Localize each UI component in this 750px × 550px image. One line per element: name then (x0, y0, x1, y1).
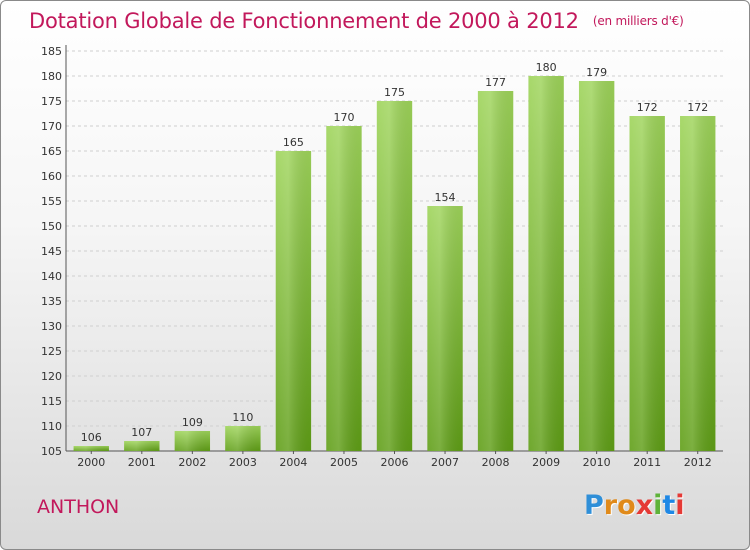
place-name: ANTHON (37, 496, 120, 518)
y-tick-label: 140 (41, 270, 62, 283)
y-tick-labels: 105 110 115 120 125 130 135 140 145 150 155 160 165 1… (41, 45, 62, 458)
chart-title: Dotation Globale de Fonctionnement de 20… (29, 9, 684, 33)
logo-letter: i (653, 490, 663, 521)
y-tick-label: 145 (41, 245, 62, 258)
x-tick-label: 2001 (128, 456, 156, 469)
logo-letter: o (617, 490, 636, 521)
data-label: 179 (586, 66, 607, 79)
x-tick-label: 2010 (583, 456, 611, 469)
data-label: 175 (384, 86, 405, 99)
x-tick-label: 2000 (77, 456, 105, 469)
title-text: Dotation Globale de Fonctionnement de 20… (29, 9, 579, 33)
y-tick-label: 115 (41, 395, 62, 408)
data-label: 106 (81, 431, 102, 444)
x-tick-label: 2011 (633, 456, 661, 469)
logo-letter: x (635, 490, 654, 521)
unit-label: (en milliers d'€) (592, 14, 684, 28)
data-label: 170 (333, 111, 354, 124)
y-tick-label: 110 (41, 420, 62, 433)
data-label: 154 (435, 191, 456, 204)
data-label: 172 (637, 101, 658, 114)
bar-shine-2007 (427, 206, 463, 451)
bar-shine-2003 (225, 426, 261, 451)
data-label: 107 (131, 426, 152, 439)
y-tick-label: 175 (41, 95, 62, 108)
bars (73, 76, 716, 451)
bar-shine-2009 (528, 76, 564, 451)
logo-letter: t (662, 490, 676, 521)
proxiti-logo: Proxiti (584, 490, 685, 521)
x-tick-label: 2002 (178, 456, 206, 469)
bar-shine-2001 (124, 441, 160, 451)
data-label: 110 (232, 411, 253, 424)
data-label: 109 (182, 416, 203, 429)
y-tick-label: 165 (41, 145, 62, 158)
bar-shine-2004 (275, 151, 312, 451)
y-tick-label: 160 (41, 170, 62, 183)
x-tick-label: 2006 (381, 456, 409, 469)
x-tick-label: 2003 (229, 456, 257, 469)
y-tick-label: 185 (41, 45, 62, 58)
x-tick-label: 2007 (431, 456, 459, 469)
logo-letter: P (584, 490, 604, 521)
y-tick-label: 120 (41, 370, 62, 383)
bar-shine-2000 (73, 446, 109, 451)
y-tick-label: 150 (41, 220, 62, 233)
y-tick-label: 135 (41, 295, 62, 308)
y-tick-label: 105 (41, 445, 62, 458)
y-tick-label: 180 (41, 70, 62, 83)
x-tick-label: 2005 (330, 456, 358, 469)
bar-shine-2012 (680, 116, 716, 451)
x-tick-label: 2008 (482, 456, 510, 469)
x-tick-labels: 2000 2001 2002 2003 2004 2005 2006 2007 2008 2009… (77, 456, 711, 469)
x-tick-label: 2012 (684, 456, 712, 469)
data-label: 172 (687, 101, 708, 114)
data-label: 165 (283, 136, 304, 149)
bar-shine-2002 (174, 431, 211, 451)
y-tick-label: 155 (41, 195, 62, 208)
bar-shine-2006 (376, 101, 413, 451)
bar-shine-2008 (477, 91, 514, 451)
x-tick-label: 2004 (279, 456, 307, 469)
logo-letter: r (603, 490, 618, 521)
data-labels: 106 107 109 110 165 170 175 154 177 180 179 172 172 (81, 61, 708, 444)
logo-letter: i (675, 490, 685, 521)
bar-shine-2011 (629, 116, 665, 451)
bar-shine-2005 (326, 126, 362, 451)
data-label: 180 (536, 61, 557, 74)
y-tick-label: 170 (41, 120, 62, 133)
y-tick-label: 130 (41, 320, 62, 333)
bar-shine-2010 (578, 81, 615, 451)
x-tick-label: 2009 (532, 456, 560, 469)
data-label: 177 (485, 76, 506, 89)
y-tick-label: 125 (41, 345, 62, 358)
